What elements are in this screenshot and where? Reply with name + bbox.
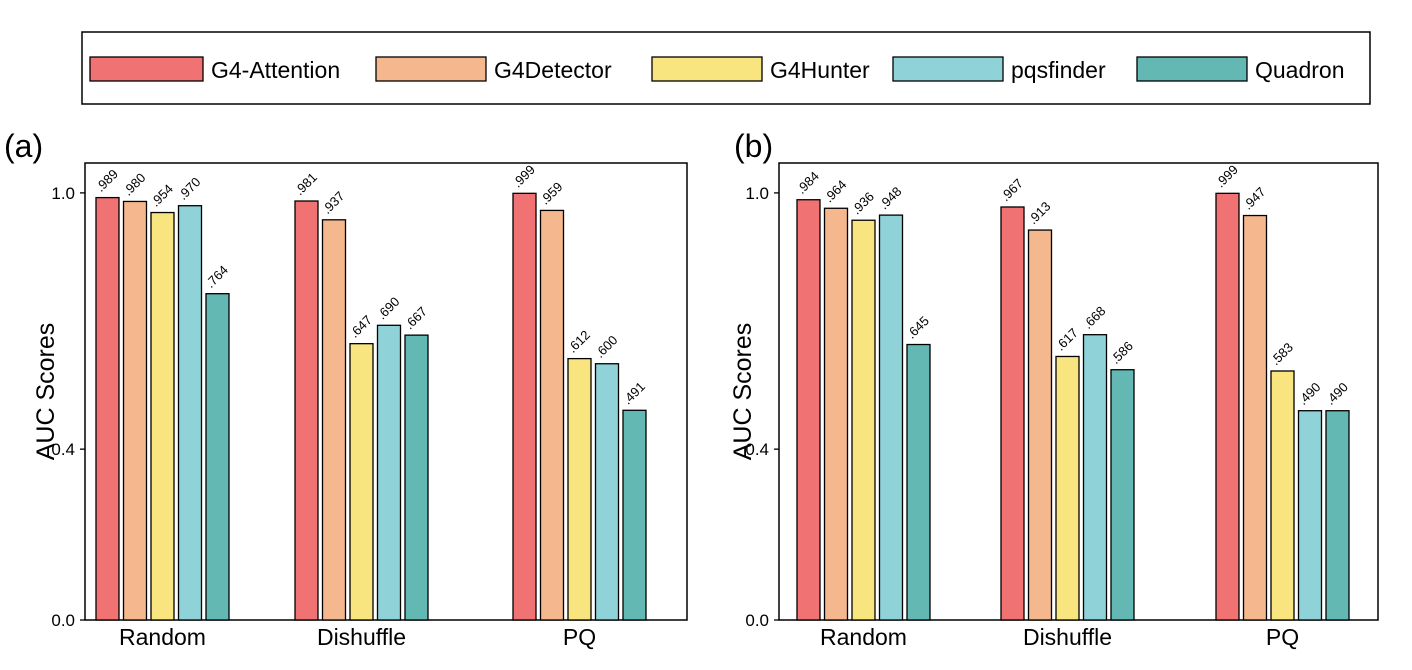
x-category-label-pq: PQ <box>563 624 596 650</box>
y-tick-label: 0.0 <box>745 611 769 630</box>
bar-g4hunter-pq <box>567 357 592 621</box>
bar-g4-attention-pq <box>512 192 537 621</box>
bar-quadron-random <box>205 293 230 621</box>
x-category-label-dishuffle: Dishuffle <box>1023 624 1112 650</box>
bar-quadron-pq <box>622 409 647 621</box>
bar-pqsfinder-dishuffle <box>1082 334 1108 621</box>
legend-swatch-pqsfinder <box>892 56 1004 82</box>
legend-label-g4hunter: G4Hunter <box>770 57 870 83</box>
legend-label-g4detector: G4Detector <box>494 57 612 83</box>
data-label-g4-attention-random: .989 <box>93 166 122 195</box>
y-tick-label: 1.0 <box>51 184 75 203</box>
data-label-pqsfinder-random: .970 <box>175 174 204 203</box>
x-category-label-pq: PQ <box>1266 624 1299 650</box>
panel-label: (a) <box>4 128 43 164</box>
bar-pqsfinder-random <box>878 214 904 621</box>
x-category-label-random: Random <box>820 624 907 650</box>
data-label-g4-attention-dishuffle: .981 <box>292 170 321 199</box>
data-label-g4detector-pq: .947 <box>1240 184 1269 213</box>
bar-pqsfinder-pq <box>1297 410 1323 621</box>
x-category-label-dishuffle: Dishuffle <box>317 624 406 650</box>
data-label-pqsfinder-random: .948 <box>876 184 905 213</box>
legend-swatch-g4-attention <box>89 56 204 82</box>
data-label-pqsfinder-pq: .490 <box>1295 379 1324 408</box>
panel-label: (b) <box>734 128 773 164</box>
bar-pqsfinder-dishuffle <box>376 324 402 621</box>
data-label-g4hunter-dishuffle: .617 <box>1053 325 1082 354</box>
bar-quadron-dishuffle <box>1110 369 1135 621</box>
data-label-quadron-random: .645 <box>904 313 933 342</box>
data-label-g4-attention-pq: .999 <box>1213 162 1242 191</box>
legend: G4-Attention G4Detector G4Hunter pqsfinder Q… <box>81 31 1371 105</box>
legend-label-pqsfinder: pqsfinder <box>1011 57 1106 83</box>
data-label-g4detector-pq: .959 <box>537 179 566 208</box>
data-label-g4hunter-random: .936 <box>849 189 878 218</box>
bar-g4detector-random <box>823 207 849 621</box>
legend-swatch-g4hunter <box>651 56 763 82</box>
bar-g4hunter-dishuffle <box>349 343 374 621</box>
bar-g4-attention-pq <box>1215 192 1240 621</box>
bar-g4hunter-pq <box>1270 370 1295 621</box>
bar-g4hunter-dishuffle <box>1055 355 1080 621</box>
data-label-g4detector-dishuffle: .937 <box>319 188 348 217</box>
bar-pqsfinder-pq <box>594 363 620 621</box>
bar-g4detector-random <box>122 200 148 621</box>
bar-g4detector-dishuffle <box>1027 229 1053 621</box>
bar-g4-attention-random <box>796 199 821 621</box>
data-label-g4-attention-pq: .999 <box>510 162 539 191</box>
data-label-quadron-dishuffle: .586 <box>1108 338 1137 367</box>
data-label-g4detector-random: .980 <box>120 170 149 199</box>
y-tick-label: 0.4 <box>745 440 769 459</box>
legend-label-quadron: Quadron <box>1255 57 1345 83</box>
bar-g4detector-pq <box>1242 214 1268 621</box>
data-label-g4detector-random: .964 <box>821 177 850 206</box>
data-label-quadron-random: .764 <box>203 262 232 291</box>
chart-panel-b: (b) AUC Scores 0.0 0.4 1.0 .984.964.936.948 .6… <box>729 128 1379 650</box>
data-label-pqsfinder-pq: .600 <box>592 332 621 361</box>
bar-g4detector-dishuffle <box>321 219 347 621</box>
data-label-g4hunter-dishuffle: .647 <box>347 312 376 341</box>
data-label-pqsfinder-dishuffle: .690 <box>374 294 403 323</box>
bar-g4hunter-random <box>851 219 876 621</box>
data-label-quadron-dishuffle: .667 <box>402 304 431 333</box>
data-label-g4-attention-dishuffle: .967 <box>998 176 1027 205</box>
bar-g4hunter-random <box>150 211 175 621</box>
bar-g4-attention-dishuffle <box>294 200 319 621</box>
x-category-label-random: Random <box>119 624 206 650</box>
legend-label-g4-attention: G4-Attention <box>211 57 340 83</box>
y-tick-label: 1.0 <box>745 184 769 203</box>
y-tick-label: 0.4 <box>51 440 75 459</box>
bar-g4detector-pq <box>539 209 565 621</box>
data-label-g4hunter-pq: .583 <box>1268 340 1297 369</box>
data-label-g4detector-dishuffle: .913 <box>1025 199 1054 228</box>
bar-g4-attention-dishuffle <box>1000 206 1025 621</box>
y-axis-label: AUC Scores <box>32 323 60 461</box>
data-label-pqsfinder-dishuffle: .668 <box>1080 303 1109 332</box>
bar-pqsfinder-random <box>177 205 203 621</box>
data-label-g4hunter-random: .954 <box>148 181 177 210</box>
bar-quadron-pq <box>1325 410 1350 621</box>
y-axis-label: AUC Scores <box>729 323 757 461</box>
chart-panel-a: (a) AUC Scores 0.0 0.4 1.0 .989.980.954.970 .7… <box>4 128 688 650</box>
y-tick-label: 0.0 <box>51 611 75 630</box>
data-label-quadron-pq: .490 <box>1323 379 1352 408</box>
legend-frame <box>81 31 1371 105</box>
bar-g4-attention-random <box>95 196 120 621</box>
data-label-quadron-pq: .491 <box>620 379 649 408</box>
legend-swatch-quadron <box>1136 56 1248 82</box>
bar-quadron-dishuffle <box>404 334 429 621</box>
data-label-g4hunter-pq: .612 <box>565 327 594 356</box>
legend-swatch-g4detector <box>375 56 487 82</box>
bar-quadron-random <box>906 343 931 621</box>
data-label-g4-attention-random: .984 <box>794 168 823 197</box>
